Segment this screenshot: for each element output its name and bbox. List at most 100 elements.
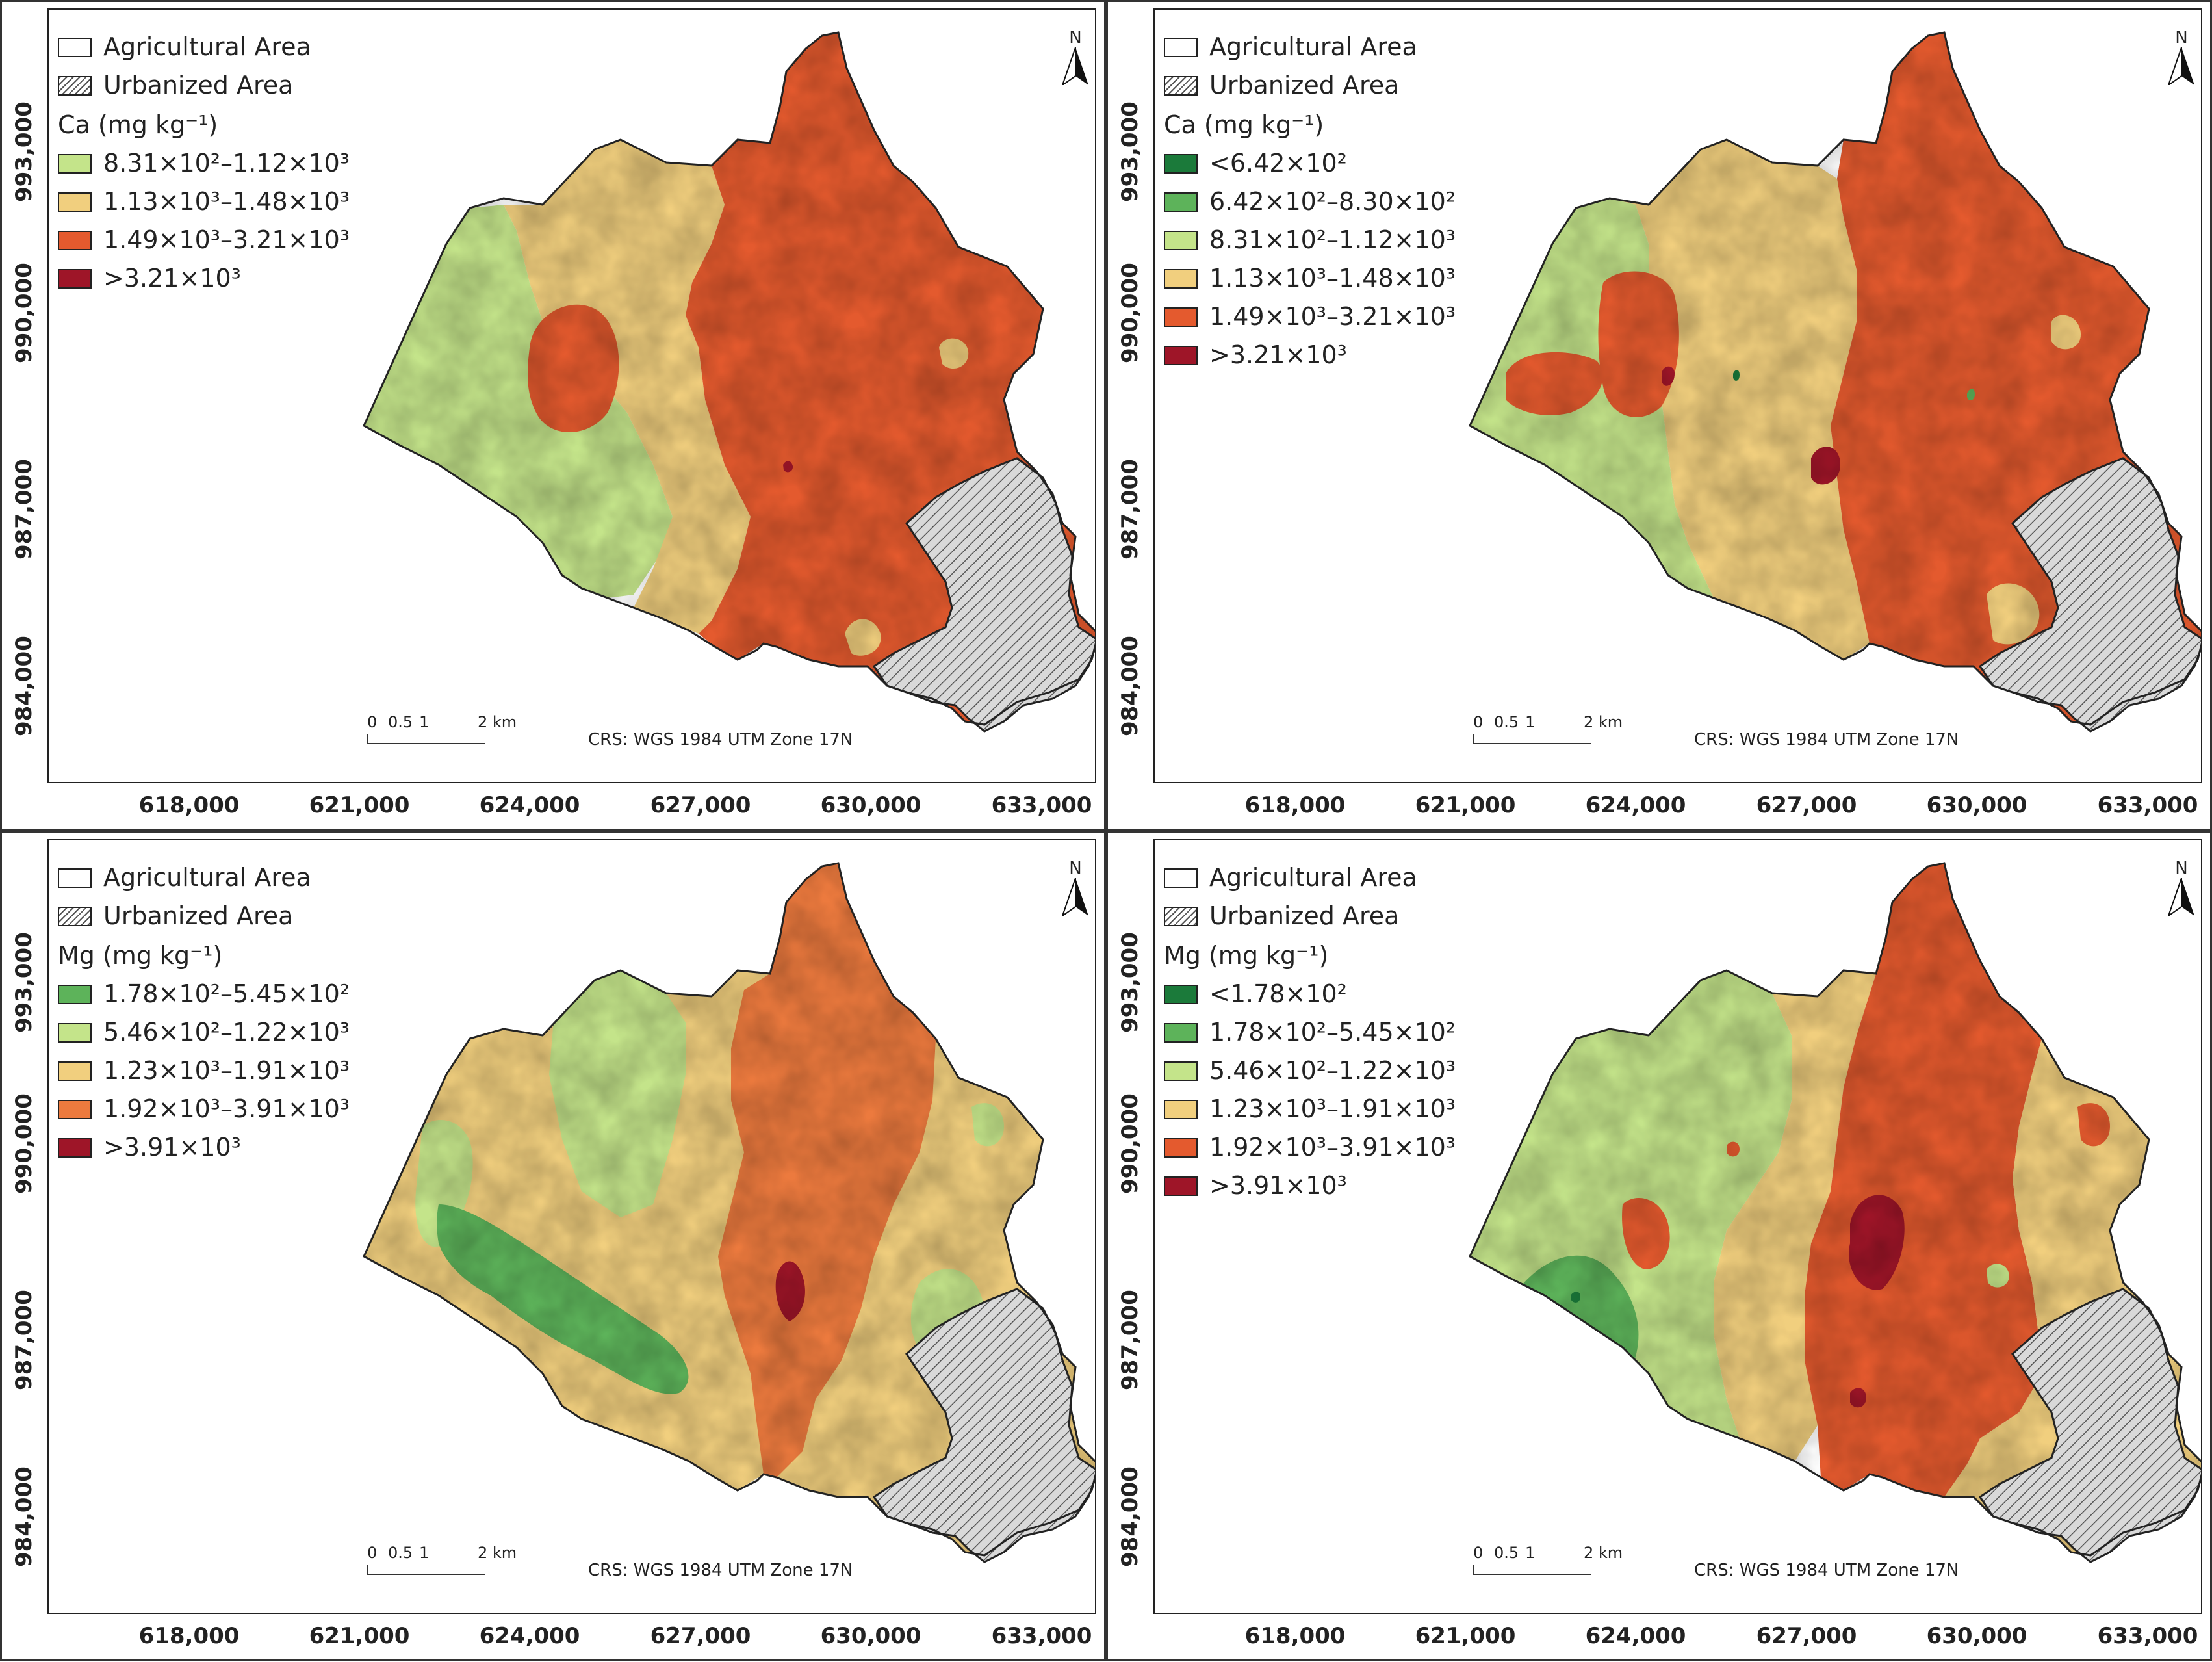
north-label: N [2175,859,2188,878]
north-label: N [2175,28,2188,47]
scale-label: 1 [419,1544,430,1562]
legend-label: 1.23×10³–1.91×10³ [1209,1095,1456,1123]
legend-swatch [58,1022,92,1043]
map-panel: Agricultural Area Urbanized Area Mg (mg kg… [0,831,1106,1661]
map-canvas [1469,31,2201,733]
scale-label: 1 [419,713,430,731]
legend-swatch [1164,153,1198,174]
x-tick-label: 633,000 [991,1623,1092,1649]
north-arrow-icon: N [1061,28,1088,88]
legend-swatch [58,153,92,174]
north-label: N [1069,28,1082,47]
legend-label: Agricultural Area [103,32,311,61]
y-tick-label: 990,000 [11,1093,37,1194]
legend-label: 5.46×10²–1.22×10³ [1209,1056,1456,1085]
legend-swatch [1164,75,1198,96]
x-tick-label: 630,000 [1926,1623,2027,1649]
legend-swatch [58,906,92,926]
legend-title: Ca (mg kg⁻¹) [1164,110,1324,139]
legend-swatch [58,75,92,96]
legend: Agricultural Area Urbanized Area Ca (mg kg… [1164,28,1456,374]
legend-urbanized: Urbanized Area [58,897,350,935]
legend-class: >3.21×10³ [58,259,350,298]
class-zone [1979,863,2006,889]
y-tick-label: 993,000 [11,932,37,1033]
legend: Agricultural Area Urbanized Area Ca (mg kg… [58,28,350,298]
legend-class: 1.49×10³–3.21×10³ [1164,298,1456,336]
legend-swatch [58,1137,92,1158]
x-tick-label: 621,000 [1415,1623,1516,1649]
legend-swatch [1164,345,1198,365]
crs-label: CRS: WGS 1984 UTM Zone 17N [1694,1561,1959,1580]
legend-swatch [1164,1137,1198,1158]
legend-swatch [1164,307,1198,327]
legend-class: >3.91×10³ [58,1128,350,1167]
x-tick-label: 618,000 [138,1623,240,1649]
scale-label: 0 [367,713,378,731]
x-tick-label: 630,000 [820,792,921,818]
scale-label: 1 [1525,713,1536,731]
legend-label: >3.91×10³ [1209,1171,1347,1200]
x-tick-label: 627,000 [650,792,751,818]
y-tick-label: 987,000 [11,459,37,560]
legend-label: Urbanized Area [1209,71,1400,99]
agricultural-area-boundary [1469,862,2201,1557]
map-frame: Agricultural Area Urbanized Area Ca (mg kg… [1153,8,2202,783]
legend-label: 8.31×10²–1.12×10³ [1209,226,1456,254]
crs-label: CRS: WGS 1984 UTM Zone 17N [588,730,853,749]
agricultural-area-boundary [363,862,1095,1557]
scale-bar: 0 0.5 1 2 km [1473,713,1629,744]
legend-label: Agricultural Area [1209,863,1417,892]
map-frame: Agricultural Area Urbanized Area Ca (mg kg… [47,8,1096,783]
legend-class: 5.46×10²–1.22×10³ [58,1013,350,1052]
legend-swatch [1164,984,1198,1004]
legend-title: Mg (mg kg⁻¹) [58,941,223,970]
legend-label: Urbanized Area [103,71,294,99]
north-arrow-icon: N [1061,859,1088,918]
scale-label: 0.5 [1494,1544,1519,1562]
map-canvas [1469,862,2201,1563]
legend-class: 1.78×10²–5.45×10² [1164,1013,1456,1052]
x-tick-label: 624,000 [479,1623,580,1649]
legend-swatch [1164,906,1198,926]
y-tick-label: 993,000 [1117,932,1143,1033]
x-tick-label: 627,000 [1756,1623,1857,1649]
legend-class: <6.42×10² [1164,144,1456,183]
scale-bar: 0 0.5 1 2 km [1473,1544,1629,1575]
y-tick-label: 987,000 [1117,459,1143,560]
agricultural-area-boundary [363,31,1095,726]
legend-title: Mg (mg kg⁻¹) [1164,941,1329,970]
x-tick-label: 630,000 [820,1623,921,1649]
x-tick-label: 627,000 [650,1623,751,1649]
legend-class: 5.46×10²–1.22×10³ [1164,1052,1456,1090]
legend-label: 1.13×10³–1.48×10³ [1209,264,1456,292]
x-tick-label: 624,000 [479,792,580,818]
x-tick-label: 618,000 [1244,1623,1346,1649]
y-tick-label: 993,000 [1117,101,1143,202]
legend-class: 1.78×10²–5.45×10² [58,975,350,1013]
legend: Agricultural Area Urbanized Area Mg (mg kg… [1164,859,1456,1205]
y-tick-label: 984,000 [1117,1466,1143,1567]
scale-label: 0.5 [388,1544,413,1562]
map-frame: Agricultural Area Urbanized Area Mg (mg kg… [1153,839,2202,1614]
scale-label: 0.5 [388,713,413,731]
legend-title: Ca (mg kg⁻¹) [58,110,218,139]
legend-label: Urbanized Area [103,902,294,930]
north-arrow-icon: N [2167,28,2194,88]
scale-label: 1 [1525,1544,1536,1562]
legend-agricultural: Agricultural Area [58,859,350,897]
legend-label: 1.92×10³–3.91×10³ [1209,1133,1456,1162]
legend-urbanized: Urbanized Area [1164,897,1456,935]
legend: Agricultural Area Urbanized Area Mg (mg kg… [58,859,350,1167]
legend-label: >3.21×10³ [1209,341,1347,369]
legend-class: 1.92×10³–3.91×10³ [1164,1128,1456,1167]
north-arrow-icon: N [2167,859,2194,918]
x-tick-label: 618,000 [1244,792,1346,818]
x-tick-label: 618,000 [138,792,240,818]
scale-label: 0.5 [1494,713,1519,731]
legend-swatch [1164,868,1198,888]
legend-label: Urbanized Area [1209,902,1400,930]
legend-label: Agricultural Area [103,863,311,892]
legend-swatch [58,1061,92,1081]
scale-bar: 0 0.5 1 2 km [367,1544,523,1575]
